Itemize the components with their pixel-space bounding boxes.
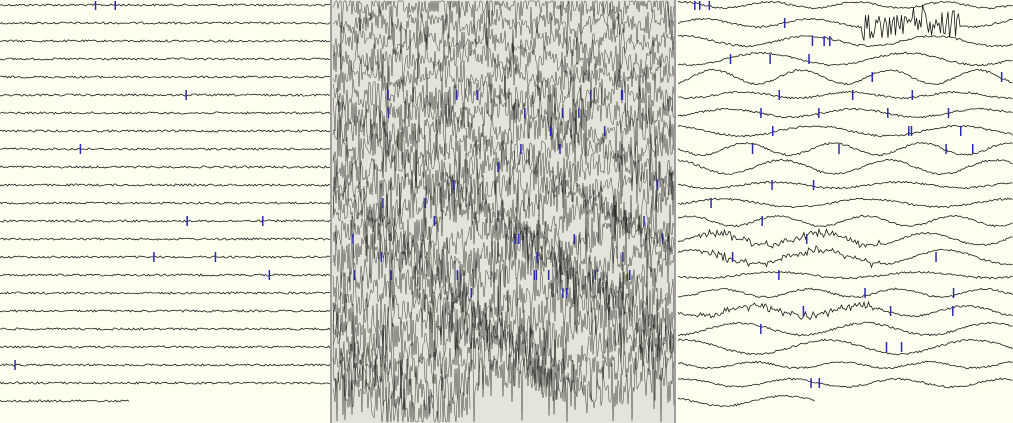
trace-line [677,158,1013,176]
trace-line [0,327,331,331]
trace-line [332,0,675,45]
trace-line [677,270,1013,280]
trace-line [0,147,331,151]
trace-line [677,214,1013,228]
trace-line [678,180,1013,190]
trace-line [0,93,331,97]
trace-line [0,273,331,277]
trace-line [678,287,1013,299]
trace-line [0,309,331,313]
trace-line [677,124,1013,138]
trace-line [0,237,331,241]
trace-line [0,291,331,295]
trace-line [677,338,1013,356]
trace-line [0,201,331,205]
trace-line [332,73,675,151]
trace-line [677,90,1013,100]
trace-line [677,300,1013,321]
trace-line [0,75,331,79]
trace-line [677,197,1013,209]
trace-line [677,5,1013,41]
trace-line [0,129,331,133]
trace-line [677,321,1013,337]
trace-line [332,254,675,368]
trace-line [332,90,675,166]
trace-line [332,290,675,401]
trace-line [0,57,331,61]
trace-line [0,111,331,115]
trace-line [0,3,331,7]
trace-line [332,36,675,108]
trace-line [332,215,675,307]
trace-line [0,363,331,367]
trace-line [677,68,1013,86]
trace-line [332,54,675,131]
trace-line [677,34,1013,48]
trace-line [677,360,1013,370]
trace-line [332,0,675,65]
trace-line [332,8,675,82]
trace-line [677,227,1013,249]
trace-line [332,325,675,423]
trace-line [677,107,1013,119]
trace-line [332,260,675,337]
trace-line [677,394,815,408]
trace-line [0,219,331,223]
trace-line [0,381,331,385]
trace-line [0,183,331,187]
trace-line [0,39,331,43]
trace-line [0,345,331,349]
trace-line [677,51,1013,67]
trace-line [0,255,331,259]
trace-line [0,21,331,25]
trace-line [332,128,675,208]
trace-line [332,352,471,423]
trace-line [677,377,1013,389]
trace-line [332,174,675,269]
trace-line [332,24,675,105]
trace-line [332,302,675,423]
trace-line [677,142,1013,157]
trace-line [677,245,1013,269]
trace-line [0,165,331,169]
trace-line [0,399,130,403]
trace-line [332,149,675,225]
trace-line [677,0,1013,10]
